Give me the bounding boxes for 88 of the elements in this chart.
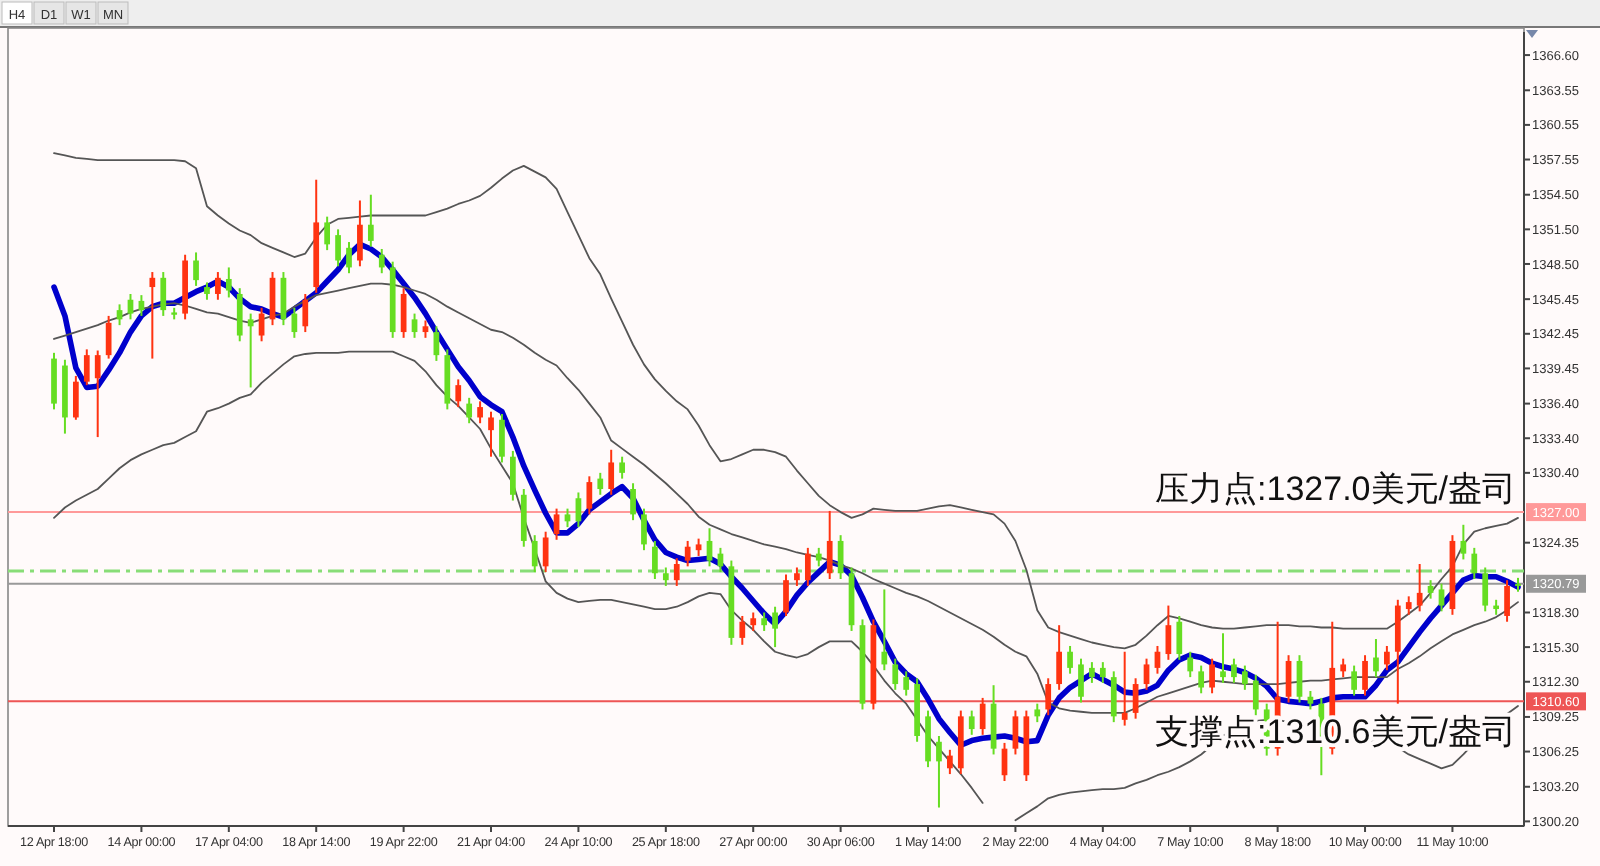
candlestick bbox=[772, 605, 778, 649]
candlestick bbox=[477, 400, 483, 425]
candlestick bbox=[1067, 644, 1073, 675]
candlestick bbox=[597, 471, 604, 496]
candlestick bbox=[346, 241, 352, 275]
candlestick bbox=[531, 534, 538, 574]
candlestick bbox=[925, 709, 931, 769]
candlestick bbox=[1460, 523, 1467, 561]
candlestick bbox=[1110, 670, 1117, 724]
candlestick bbox=[1482, 566, 1489, 613]
candlestick bbox=[193, 251, 199, 287]
candlestick bbox=[1438, 582, 1445, 613]
candlestick bbox=[794, 566, 800, 587]
candlestick bbox=[51, 351, 57, 411]
candlestick bbox=[892, 657, 899, 691]
candlestick bbox=[1394, 598, 1401, 705]
candlestick bbox=[510, 449, 516, 502]
candlestick bbox=[968, 709, 975, 736]
candlestick bbox=[936, 734, 942, 809]
candlestick bbox=[947, 748, 953, 776]
line-series bbox=[53, 152, 1519, 650]
candlestick bbox=[83, 348, 90, 387]
candlestick bbox=[160, 271, 167, 317]
candlestick bbox=[1373, 638, 1379, 679]
candlestick bbox=[488, 410, 494, 458]
candlestick bbox=[236, 287, 243, 343]
candlestick bbox=[673, 557, 680, 587]
candlestick bbox=[466, 396, 473, 425]
candlestick bbox=[586, 475, 593, 516]
candlestick bbox=[1099, 661, 1106, 684]
candlestick bbox=[652, 539, 658, 581]
candlestick bbox=[630, 482, 636, 522]
candlestick bbox=[761, 611, 768, 632]
candlestick bbox=[1340, 657, 1347, 679]
candlestick bbox=[247, 312, 254, 389]
candlestick bbox=[1471, 546, 1478, 581]
candlestick bbox=[641, 507, 647, 552]
candlestick bbox=[1034, 702, 1041, 724]
candlestick bbox=[815, 546, 822, 568]
candlestick bbox=[903, 670, 910, 697]
candlestick bbox=[1504, 579, 1510, 623]
candlestick bbox=[499, 413, 505, 464]
candlestick bbox=[378, 247, 385, 275]
candlestick bbox=[662, 566, 669, 587]
candlestick bbox=[1078, 657, 1084, 704]
candlestick bbox=[149, 271, 156, 360]
candlestick bbox=[826, 509, 833, 581]
candlestick bbox=[1351, 664, 1357, 697]
candlestick bbox=[1045, 677, 1052, 717]
candlestick bbox=[455, 378, 462, 409]
candlestick bbox=[215, 271, 221, 301]
candlestick bbox=[324, 215, 331, 252]
candlestick bbox=[783, 573, 789, 617]
candlestick bbox=[1416, 563, 1423, 613]
candlestick bbox=[542, 530, 549, 574]
candlestick bbox=[684, 539, 691, 568]
candlestick bbox=[619, 455, 625, 480]
candlestick bbox=[1056, 624, 1062, 691]
candlestick bbox=[1209, 657, 1215, 695]
candlestick bbox=[335, 228, 341, 268]
candlestick bbox=[1089, 661, 1095, 684]
candlestick bbox=[1231, 657, 1237, 684]
candlestick bbox=[1198, 664, 1205, 695]
candlestick bbox=[1220, 632, 1226, 684]
candlestick bbox=[225, 266, 232, 299]
candlestick bbox=[520, 488, 527, 548]
candlestick bbox=[1252, 673, 1259, 717]
candlestick bbox=[979, 696, 986, 736]
candlestick bbox=[302, 292, 309, 334]
candlestick bbox=[1362, 654, 1368, 697]
candlestick bbox=[105, 314, 112, 360]
candlestick bbox=[357, 199, 363, 268]
candlestick bbox=[1121, 650, 1128, 727]
candlestick bbox=[1405, 595, 1412, 616]
candlestick bbox=[367, 193, 374, 248]
candlestick bbox=[72, 374, 79, 421]
candlestick bbox=[1241, 664, 1248, 691]
candlestick bbox=[94, 349, 101, 439]
candlestick bbox=[804, 546, 811, 587]
candlestick bbox=[739, 614, 746, 646]
candlestick bbox=[881, 588, 888, 672]
annotation: 压力点:1327.0美元/盎司 bbox=[1155, 470, 1516, 509]
candlestick bbox=[750, 611, 757, 632]
candlestick bbox=[1384, 644, 1390, 672]
candlestick bbox=[1187, 650, 1194, 679]
candlestick bbox=[608, 448, 615, 496]
candlestick bbox=[1176, 614, 1183, 661]
candlestick bbox=[291, 306, 298, 339]
